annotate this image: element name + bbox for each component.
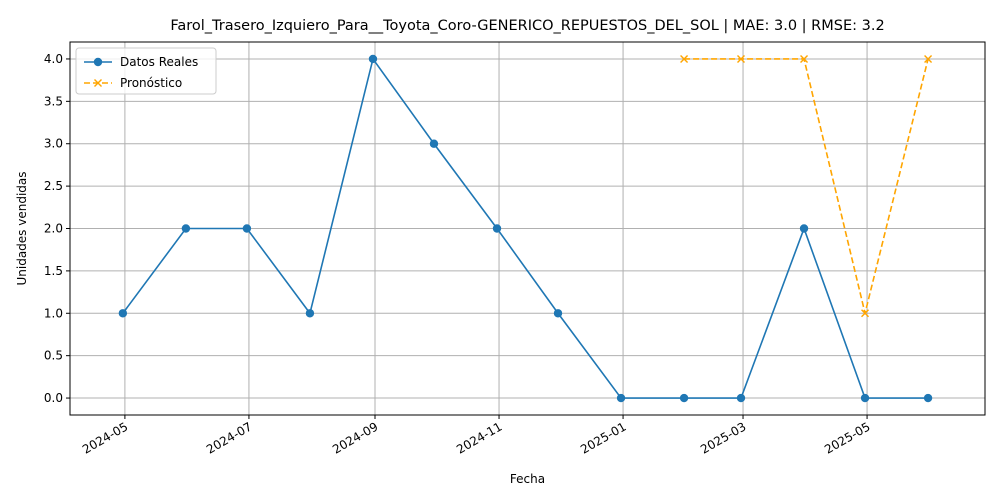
y-tick-label: 0.0 [44, 391, 63, 405]
y-tick-label: 3.0 [44, 137, 63, 151]
data-point [429, 139, 439, 148]
y-tick-label: 1.5 [44, 264, 63, 278]
series-forecast [680, 54, 933, 318]
legend-label: Datos Reales [120, 55, 198, 69]
data-point [492, 224, 502, 233]
y-tick-label: 3.5 [44, 94, 63, 108]
data-point [861, 309, 870, 318]
legend-item: Pronóstico [84, 76, 182, 90]
legend-marker [94, 79, 102, 87]
data-point [923, 393, 933, 403]
legend-marker [93, 57, 103, 67]
data-point [181, 224, 191, 233]
chart-title: Farol_Trasero_Izquiero_Para__Toyota_Coro… [170, 18, 884, 34]
data-point [737, 54, 745, 63]
data-point [860, 393, 870, 403]
data-point [679, 393, 689, 403]
y-tick-label: 0.5 [44, 349, 63, 363]
y-tick-label: 1.0 [44, 306, 63, 320]
data-point [924, 54, 933, 63]
legend-item: Datos Reales [84, 55, 198, 69]
data-point [616, 393, 626, 403]
y-tick-label: 2.5 [44, 179, 63, 193]
y-axis-label: Unidades vendidas [15, 171, 29, 285]
x-axis-label: Fecha [510, 472, 545, 486]
data-point [242, 224, 252, 233]
series-actual [118, 54, 933, 403]
data-point [305, 309, 315, 318]
data-point [553, 309, 563, 318]
data-point [118, 309, 128, 318]
legend: Datos Reales Pronóstico [75, 47, 217, 95]
y-tick-label: 2.0 [44, 222, 63, 236]
data-point [799, 224, 809, 233]
y-tick-label: 4.0 [44, 52, 63, 66]
series-line [122, 57, 929, 399]
data-point [680, 54, 689, 63]
data-point [368, 54, 378, 64]
data-point [800, 54, 809, 63]
series-layer [118, 54, 933, 403]
legend-label: Pronóstico [120, 76, 182, 90]
data-point [736, 393, 746, 403]
